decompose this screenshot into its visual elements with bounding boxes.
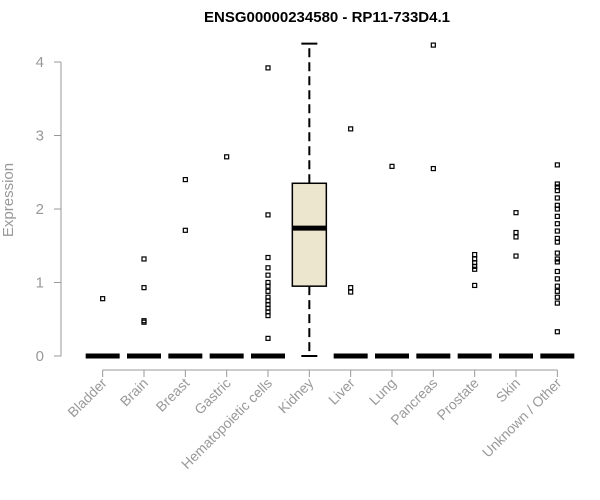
outlier-point	[265, 272, 271, 278]
box-kidney	[291, 42, 328, 357]
outlier-point	[513, 253, 519, 259]
x-tick-label: Bladder	[64, 375, 110, 421]
x-tick-label: Brain	[117, 375, 151, 409]
outlier-point	[265, 265, 271, 271]
outlier-point	[554, 181, 560, 187]
outlier-point	[265, 212, 271, 218]
box-iqr	[291, 182, 328, 287]
outlier-point	[265, 254, 271, 261]
x-tick-label: Liver	[325, 375, 358, 408]
box-bladder	[85, 296, 120, 359]
outlier-point	[430, 42, 436, 48]
box-unknown-other	[540, 162, 575, 359]
outlier-point	[554, 256, 560, 262]
outlier-point	[554, 228, 560, 234]
box-gastric	[209, 154, 244, 359]
y-axis-label: Expression	[0, 163, 17, 237]
outlier-point	[141, 285, 147, 291]
outlier-point	[141, 318, 147, 324]
outlier-point	[265, 279, 271, 286]
x-tick-label: Prostate	[434, 375, 482, 423]
outlier-point	[472, 266, 478, 272]
outlier-point	[554, 300, 560, 306]
box-prostate	[457, 251, 492, 359]
outlier-point	[554, 294, 560, 300]
box-brain	[127, 256, 161, 359]
y-tick-label: 4	[36, 54, 44, 71]
outlier-point	[265, 294, 271, 300]
x-tick-label: Breast	[153, 375, 193, 415]
outlier-point	[554, 250, 560, 256]
outlier-point	[348, 285, 354, 291]
y-axis: 0 1 2 3 4	[36, 54, 62, 365]
outlier-point	[554, 329, 560, 335]
outlier-point	[513, 234, 519, 240]
outlier-point	[554, 288, 560, 294]
outlier-point	[554, 276, 560, 282]
outlier-point	[265, 335, 271, 341]
outlier-point	[554, 268, 560, 275]
y-tick-label: 1	[36, 275, 44, 292]
outlier-point	[513, 210, 519, 216]
outlier-point	[554, 259, 560, 265]
outlier-point	[554, 213, 560, 219]
box-lung	[375, 163, 409, 359]
outlier-point	[100, 296, 106, 302]
box-liver	[333, 126, 368, 359]
outlier-point	[182, 177, 188, 183]
y-tick-label: 3	[36, 128, 44, 145]
outlier-point	[265, 65, 271, 71]
chart-title: ENSG00000234580 - RP11-733D4.1	[204, 9, 450, 26]
outlier-point	[472, 251, 478, 258]
outlier-point	[348, 289, 354, 295]
outlier-point	[554, 184, 560, 190]
outlier-point	[554, 162, 560, 168]
outlier-point	[554, 202, 560, 208]
box-skin	[499, 210, 533, 359]
outlier-point	[554, 283, 560, 289]
outlier-point	[430, 165, 436, 172]
outlier-point	[554, 235, 560, 241]
outlier-point	[389, 163, 395, 169]
box-breast	[168, 177, 203, 359]
x-tick-label: Kidney	[275, 375, 317, 417]
outlier-point	[265, 288, 271, 294]
outlier-point	[224, 154, 230, 160]
box-pancreas	[416, 42, 451, 359]
outlier-point	[554, 221, 560, 227]
y-tick-label: 2	[36, 201, 44, 218]
x-tick-label: Skin	[493, 375, 524, 406]
outlier-point	[182, 227, 188, 233]
plot-area	[85, 42, 575, 359]
outlier-point	[141, 256, 147, 262]
outlier-point	[513, 229, 519, 236]
y-tick-label: 0	[36, 348, 44, 365]
outlier-point	[348, 126, 354, 132]
outlier-point	[472, 282, 478, 289]
box-hematopoietic-cells	[251, 65, 285, 359]
outlier-point	[554, 195, 560, 201]
x-tick-label: Lung	[366, 375, 399, 408]
